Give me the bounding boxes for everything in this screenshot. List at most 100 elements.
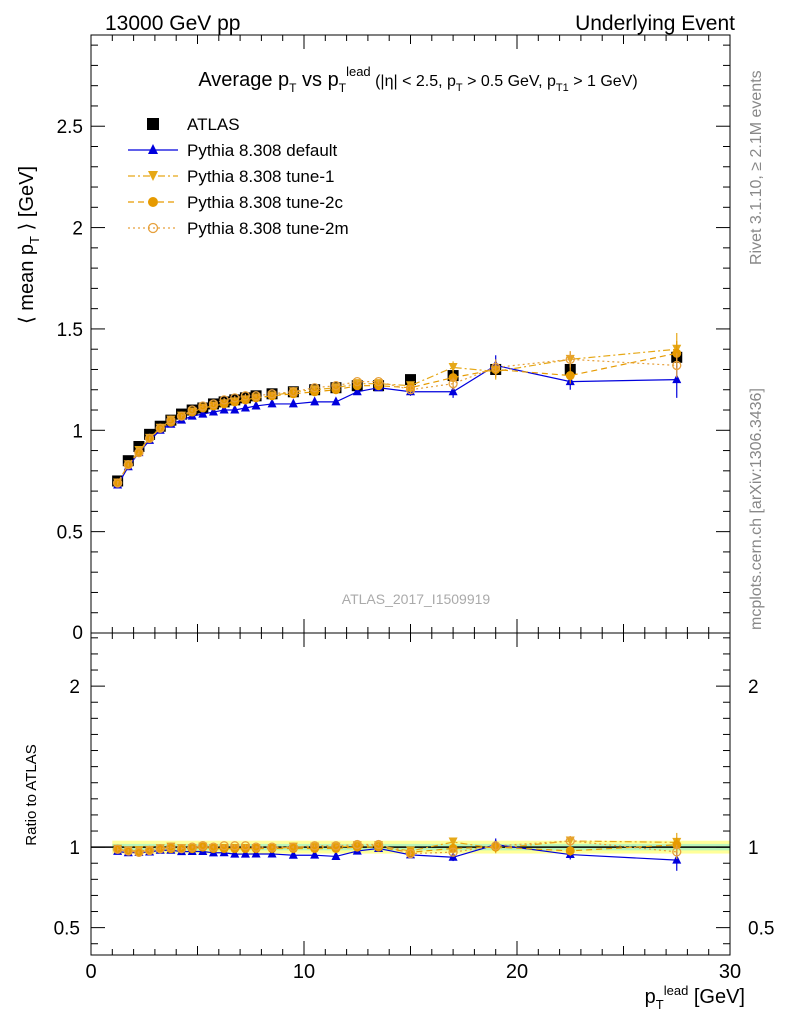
legend-marker	[147, 222, 159, 234]
data-point	[672, 854, 682, 864]
data-point	[198, 841, 208, 851]
legend-label: Pythia 8.308 default	[187, 141, 338, 160]
data-point	[352, 842, 362, 852]
data-point	[267, 389, 277, 399]
data-point	[373, 376, 384, 387]
data-point	[565, 846, 575, 856]
data-point	[219, 395, 229, 405]
data-point	[187, 405, 197, 415]
ratio-panel: 0 10 20 30 0.5 0.5 1 1 2 2 Ratio to ATLAS pTlead …	[23, 632, 774, 1012]
data-point	[288, 842, 299, 852]
data-point	[198, 408, 208, 418]
data-point	[123, 846, 133, 856]
data-point	[155, 844, 165, 854]
ratio-y-axis-label: Ratio to ATLAS	[23, 744, 40, 845]
data-point	[331, 396, 341, 406]
data-point	[144, 845, 155, 856]
data-point	[565, 354, 575, 364]
data-point	[208, 406, 218, 416]
ratio-y-tick-label-right: 2	[748, 677, 759, 698]
data-point	[134, 447, 144, 458]
data-point	[230, 848, 240, 858]
data-point	[565, 836, 575, 846]
x-tick-label: 0	[85, 961, 96, 983]
data-point	[672, 360, 682, 371]
data-point	[230, 393, 240, 403]
series-line	[117, 364, 677, 486]
legend-item: Pythia 8.308 default	[128, 141, 338, 160]
data-point	[267, 842, 277, 852]
data-point	[310, 396, 320, 406]
data-point	[187, 842, 197, 852]
y-tick-label: 1	[72, 421, 83, 442]
ratio-y-tick-label: 0.5	[54, 919, 80, 940]
x-tick-label: 10	[293, 961, 315, 983]
data-point	[240, 391, 251, 401]
data-point	[251, 391, 261, 401]
series-pythia-8-308-default	[113, 355, 682, 489]
ratio-y-tick-label: 2	[69, 677, 80, 698]
data-point	[219, 841, 229, 851]
series-pythia-8-308-tune-2m	[112, 351, 682, 488]
data-point	[176, 843, 187, 854]
data-point	[176, 411, 187, 421]
data-point	[448, 386, 458, 396]
data-point	[309, 841, 320, 851]
data-point	[240, 848, 250, 858]
data-point	[251, 848, 261, 858]
header-left-label: 13000 GeV pp	[105, 12, 240, 35]
data-point	[448, 837, 458, 847]
series-atlas	[112, 347, 683, 487]
data-point	[155, 423, 165, 433]
data-point	[352, 839, 362, 850]
main-panel: 0.5 1 1.5 2 2.5 0 Average pT vs pTlead (|η| <…	[16, 34, 731, 644]
data-point	[230, 404, 240, 414]
legend-item: Pythia 8.308 tune-2m	[128, 219, 349, 238]
data-point	[448, 847, 458, 857]
data-point	[352, 376, 362, 387]
legend-marker	[148, 171, 158, 181]
data-point	[491, 841, 501, 851]
mcplots-label: mcplots.cern.ch [arXiv:1306.3436]	[748, 388, 765, 630]
legend-label: Pythia 8.308 tune-1	[187, 167, 334, 186]
legend-label: Pythia 8.308 tune-2m	[187, 219, 349, 238]
data-point	[251, 842, 261, 852]
data-point	[288, 849, 298, 859]
data-point	[672, 847, 682, 857]
data-point	[230, 841, 240, 851]
series-pythia-8-308-tune-2c	[113, 341, 682, 488]
legend-item: ATLAS	[147, 115, 240, 134]
data-point	[144, 433, 155, 444]
series-line	[117, 358, 677, 484]
data-point	[208, 842, 219, 852]
x-tick-label: 30	[719, 961, 741, 983]
ratio-y-tick-label-right: 1	[748, 838, 759, 859]
y-tick-label: 2	[72, 219, 83, 240]
data-point	[405, 385, 416, 395]
data-point	[123, 460, 133, 470]
data-point	[208, 399, 219, 409]
legend-label: Pythia 8.308 tune-2c	[187, 193, 343, 212]
data-point	[288, 398, 298, 408]
legend-marker	[148, 197, 158, 207]
data-point	[166, 415, 176, 425]
legend-item: Pythia 8.308 tune-2c	[128, 193, 343, 212]
ratio-series-pythia-8-308-tune-2m	[112, 835, 682, 859]
legend: ATLAS Pythia 8.308 default Pythia 8.308 tu…	[128, 115, 349, 238]
rivet-version-label: Rivet 3.1.10, ≥ 2.1M events	[748, 70, 765, 265]
data-point	[112, 478, 123, 488]
data-point	[331, 381, 341, 391]
data-point	[565, 371, 575, 381]
ratio-y-tick-label-right: 0.5	[748, 919, 774, 940]
data-point	[240, 402, 250, 412]
data-point	[448, 362, 458, 372]
y-tick-label-zero: 0	[72, 623, 83, 644]
data-point	[240, 841, 251, 851]
header-right-label: Underlying Event	[575, 12, 735, 35]
data-point	[251, 400, 261, 410]
data-point	[309, 383, 320, 393]
data-point	[331, 850, 341, 860]
data-point	[166, 842, 176, 852]
data-point	[219, 404, 229, 414]
data-point	[112, 844, 123, 854]
